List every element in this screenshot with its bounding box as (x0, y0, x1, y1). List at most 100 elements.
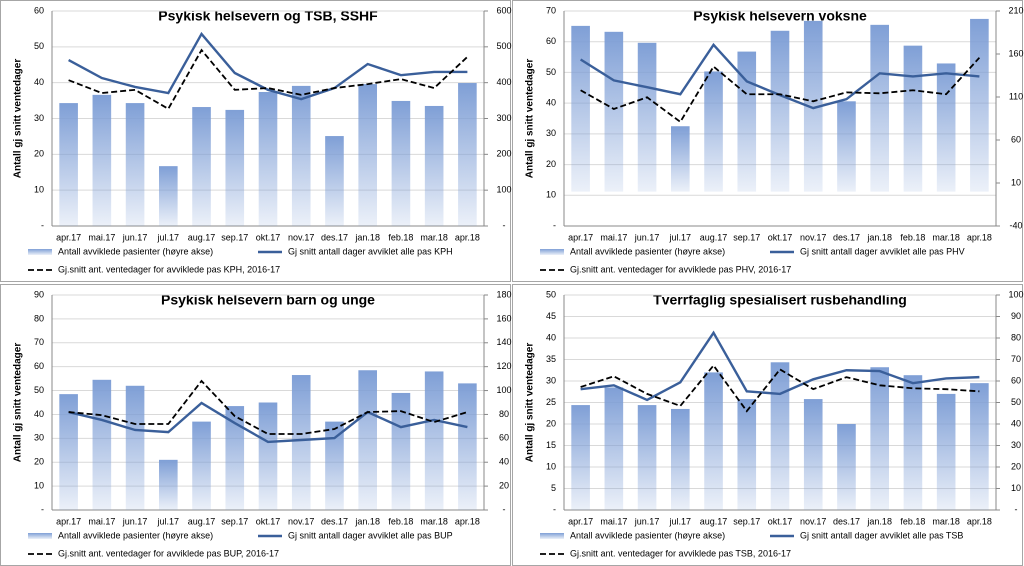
y2-tick-label: 60 (499, 433, 509, 443)
bar (837, 101, 856, 192)
y-tick-label: 20 (34, 149, 44, 159)
legend-label: Antall avviklede pasienter (høyre akse) (58, 246, 213, 256)
chart-title: Psykisk helsevern og TSB, SSHF (158, 8, 378, 24)
x-tick-label: mai.17 (600, 516, 627, 526)
line-series (68, 31, 468, 101)
x-tick-label: aug.17 (700, 516, 728, 526)
y-tick-label: 20 (546, 418, 556, 428)
y2-tick-label: 200 (496, 149, 511, 159)
bar (903, 45, 923, 192)
x-tick-label: mar.18 (932, 232, 960, 242)
x-tick-label: mai.17 (600, 232, 627, 242)
bar (92, 379, 112, 510)
panel-border (0, 0, 511, 282)
y2-tick-label: 180 (496, 289, 511, 299)
y-tick-label: 10 (546, 190, 556, 200)
x-tick-label: nov.17 (800, 516, 826, 526)
y-axis-label: Antall gj snitt ventedager (13, 59, 24, 179)
bar (358, 370, 377, 510)
y2-tick-label: 10 (1011, 483, 1021, 493)
y-tick-label: - (553, 220, 556, 230)
bar (291, 375, 311, 510)
y-axis-label: Antall gj snitt ventedager (13, 343, 24, 463)
bar (458, 383, 477, 510)
line-series (579, 42, 980, 110)
x-tick-label: nov.17 (288, 232, 314, 242)
bar (704, 71, 723, 192)
panel: Psykisk helsevern og TSB, SSHF Antall gj … (0, 0, 512, 282)
y-tick-label: 30 (546, 375, 556, 385)
x-tick-label: jul.17 (157, 516, 180, 526)
y-tick-label: 70 (546, 5, 556, 15)
x-tick-label: jul.17 (669, 516, 692, 526)
x-tick-label: jul.17 (157, 232, 180, 242)
x-tick-label: jan.18 (866, 516, 892, 526)
y-tick-label: 40 (546, 98, 556, 108)
x-tick-label: aug.17 (700, 232, 728, 242)
x-tick-label: nov.17 (800, 232, 826, 242)
y2-tick-label: -40 (1009, 220, 1022, 230)
bar (936, 393, 956, 510)
y-tick-label: 20 (546, 159, 556, 169)
y-axis-label: Antall gj snitt ventedager (525, 59, 536, 179)
x-tick-label: mar.18 (420, 232, 448, 242)
x-tick-label: sep.17 (733, 232, 760, 242)
y2-tick-label: 20 (1011, 461, 1021, 471)
y-tick-label: 90 (34, 289, 44, 299)
y2-tick-label: 60 (1011, 134, 1021, 144)
bar (770, 30, 790, 192)
legend-label: Gj snitt antall dager avviklet alle pas … (800, 246, 965, 256)
x-tick-label: des.17 (321, 232, 348, 242)
x-tick-label: feb.18 (900, 232, 925, 242)
y-tick-label: 35 (546, 354, 556, 364)
bar (391, 392, 411, 510)
x-tick-label: sep.17 (221, 516, 248, 526)
x-tick-label: mai.17 (88, 516, 115, 526)
x-tick-label: apr.18 (455, 516, 480, 526)
y-tick-label: 10 (34, 480, 44, 490)
bar (125, 103, 145, 226)
x-tick-label: apr.17 (56, 516, 81, 526)
bar (737, 399, 757, 510)
y-tick-label: 50 (34, 385, 44, 395)
bar (225, 406, 245, 510)
y-tick-label: 40 (34, 77, 44, 87)
legend-swatch (540, 533, 564, 539)
x-tick-label: sep.17 (733, 516, 760, 526)
x-tick-label: mai.17 (88, 232, 115, 242)
legend-swatch (28, 249, 52, 255)
bar (604, 31, 624, 192)
x-tick-label: jun.17 (634, 516, 660, 526)
y2-tick-label: 40 (1011, 418, 1021, 428)
y-tick-label: 50 (34, 41, 44, 51)
chart-title: Psykisk helsevern voksne (693, 8, 867, 24)
legend-label: Gj snitt antall dager avviklet alle pas … (800, 530, 963, 540)
y-tick-label: 60 (546, 36, 556, 46)
bar (671, 408, 690, 510)
y2-tick-label: 60 (1011, 375, 1021, 385)
bar (125, 385, 145, 510)
bar (59, 394, 78, 510)
x-tick-label: jul.17 (669, 232, 692, 242)
x-tick-label: jun.17 (634, 232, 660, 242)
y-tick-label: - (41, 504, 44, 514)
y-tick-label: 5 (551, 483, 556, 493)
y2-tick-label: 100 (496, 185, 511, 195)
line-series (580, 364, 980, 413)
x-tick-label: apr.18 (967, 232, 992, 242)
y2-tick-label: - (1015, 504, 1018, 514)
x-tick-label: des.17 (321, 516, 348, 526)
y2-tick-label: 100 (1008, 289, 1023, 299)
bar (325, 136, 344, 226)
bar (737, 51, 757, 192)
legend-label: Gj.snitt ant. ventedager for avviklede p… (58, 264, 280, 274)
bar (671, 126, 690, 192)
y-tick-label: 40 (546, 332, 556, 342)
x-tick-label: des.17 (833, 516, 860, 526)
bar (258, 91, 278, 226)
y-tick-label: 30 (546, 128, 556, 138)
bar (936, 63, 956, 192)
bar (458, 83, 477, 227)
y-tick-label: 60 (34, 5, 44, 15)
x-tick-label: feb.18 (388, 232, 413, 242)
